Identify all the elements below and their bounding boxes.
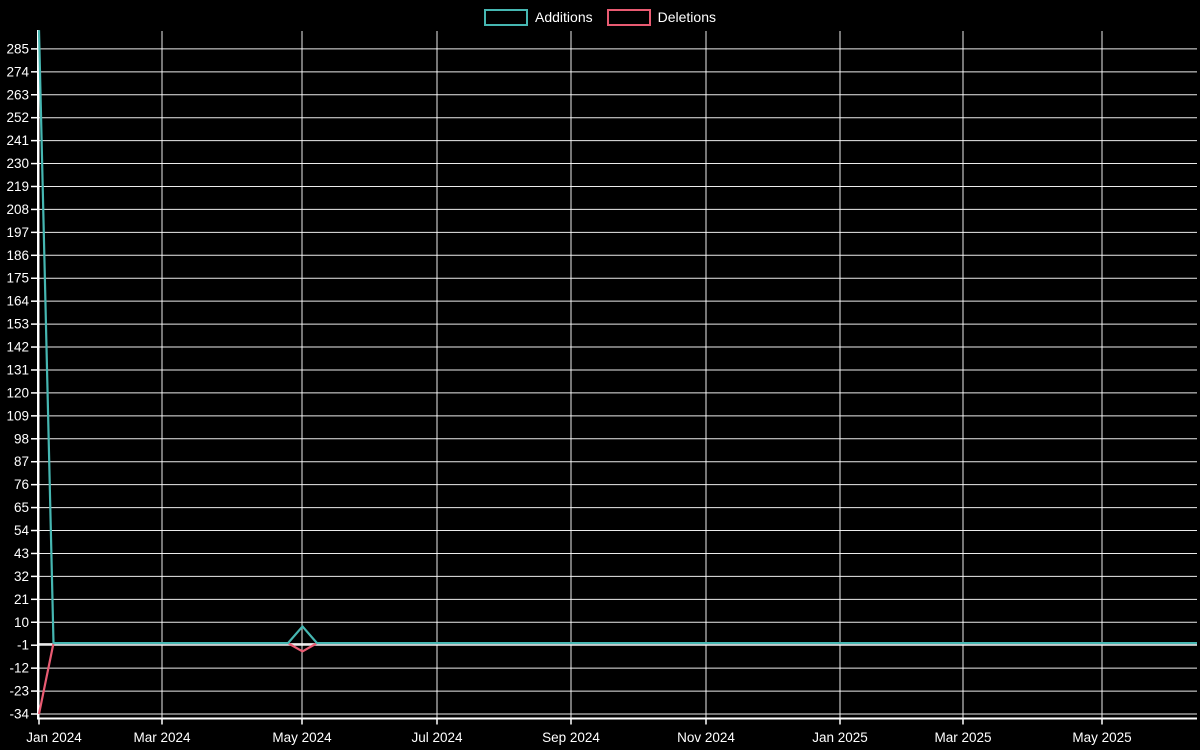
y-tick-label: -23 (9, 684, 29, 699)
y-tick-label: 208 (6, 202, 29, 217)
y-tick-label: 21 (14, 592, 29, 607)
y-tick-label: -12 (9, 661, 29, 676)
y-tick-label: 109 (6, 408, 29, 423)
additions-legend-label: Additions (535, 9, 593, 25)
y-tick-label: 164 (6, 294, 29, 309)
x-tick-label: Jan 2024 (26, 730, 82, 745)
y-tick-label: 54 (14, 523, 30, 538)
additions-swatch (484, 8, 529, 26)
y-tick-label: 120 (6, 385, 29, 400)
y-tick-label: 32 (14, 569, 29, 584)
x-tick-label: Mar 2024 (133, 730, 191, 745)
x-tick-label: Mar 2025 (934, 730, 991, 745)
y-tick-label: 186 (6, 248, 29, 263)
y-tick-label: 252 (6, 110, 29, 125)
y-tick-label: 197 (6, 225, 29, 240)
x-tick-label: Sep 2024 (542, 730, 600, 745)
x-tick-label: Jul 2024 (411, 730, 463, 745)
y-tick-label: 10 (14, 615, 29, 630)
x-tick-label: May 2024 (272, 730, 332, 745)
y-tick-label: 153 (6, 317, 29, 332)
legend-item-deletions[interactable]: Deletions (606, 8, 716, 26)
deletions-legend-label: Deletions (657, 9, 716, 25)
deletions-swatch (606, 8, 651, 26)
x-tick-label: Jan 2025 (812, 730, 868, 745)
x-tick-label: May 2025 (1072, 730, 1131, 745)
y-tick-label: 87 (14, 454, 29, 469)
deletions-line (37, 642, 1197, 715)
y-tick-label: 98 (14, 431, 29, 446)
y-tick-label: 43 (14, 546, 29, 561)
y-tick-label: 219 (6, 179, 29, 194)
y-tick-label: 131 (6, 362, 29, 377)
y-tick-label: -1 (17, 638, 29, 653)
legend-item-additions[interactable]: Additions (484, 8, 593, 26)
chart-legend: Additions Deletions (0, 8, 1200, 26)
y-tick-label: -34 (9, 707, 29, 722)
y-tick-label: 263 (6, 87, 29, 102)
y-tick-label: 142 (6, 340, 29, 355)
x-tick-label: Nov 2024 (677, 730, 735, 745)
y-tick-label: 285 (6, 41, 29, 56)
y-tick-label: 230 (6, 156, 29, 171)
y-tick-label: 175 (6, 271, 29, 286)
additions-line (37, 30, 1197, 645)
y-tick-label: 274 (6, 64, 29, 79)
y-tick-label: 241 (6, 133, 29, 148)
y-tick-label: 76 (14, 477, 29, 492)
y-tick-label: 65 (14, 500, 29, 515)
